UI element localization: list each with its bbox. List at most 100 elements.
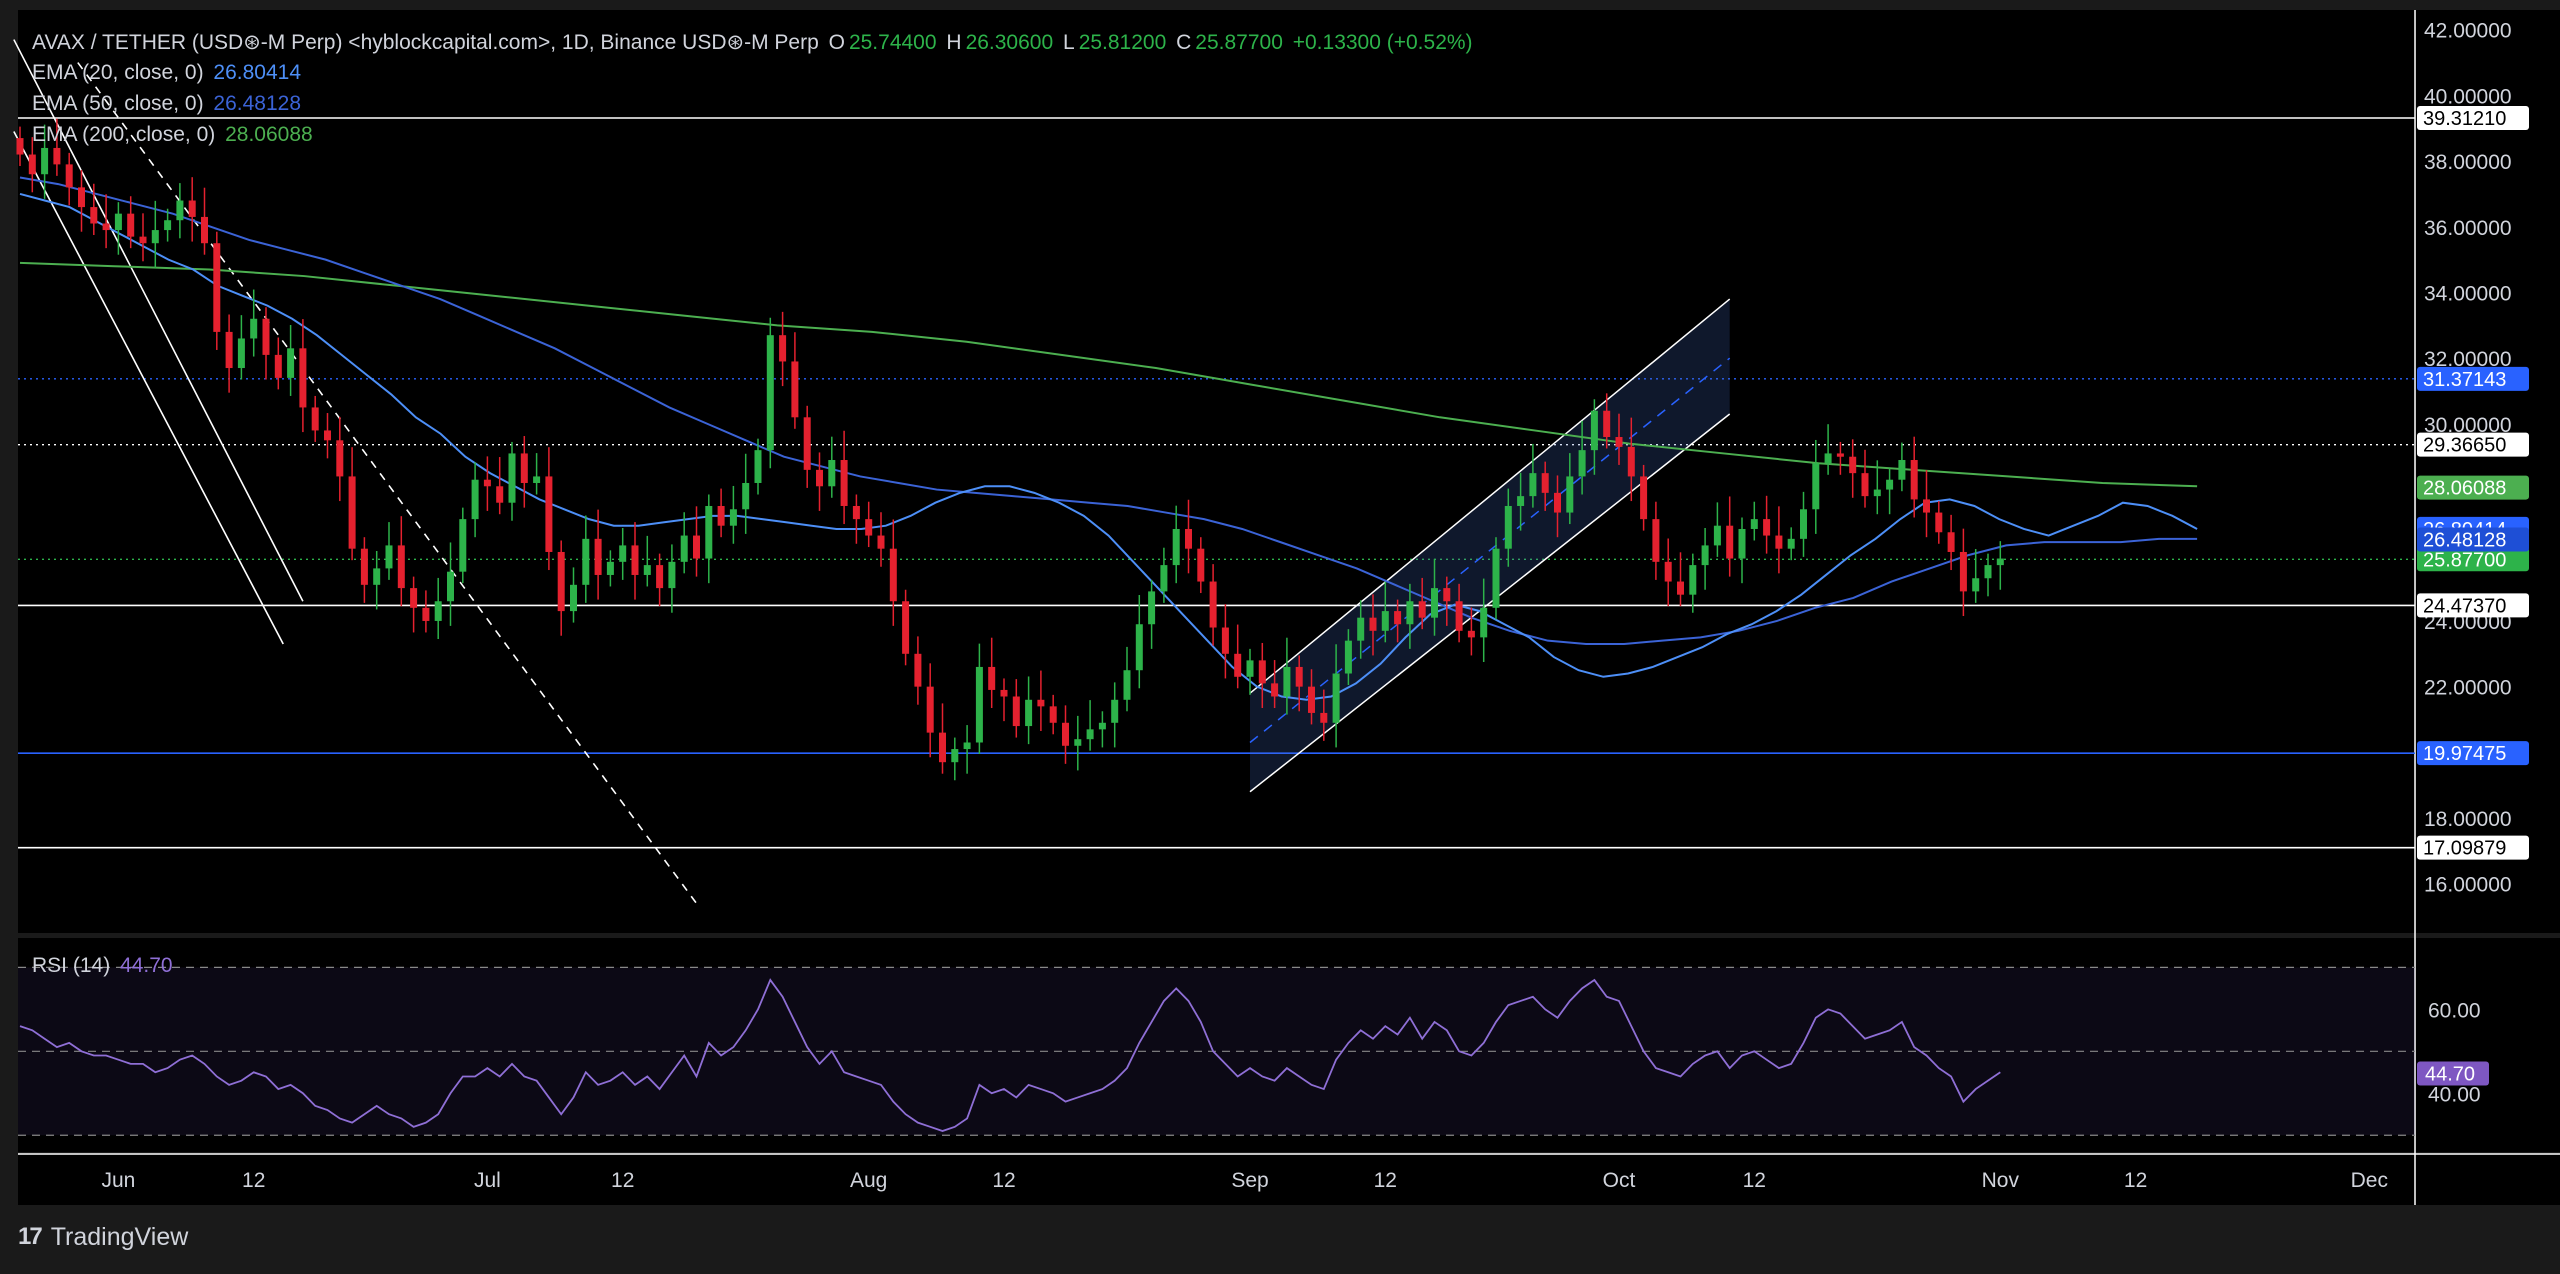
candle: [53, 147, 61, 165]
candle: [1111, 699, 1119, 723]
candle: [1996, 558, 2004, 566]
rsi-tick-label: 60.00: [2428, 999, 2481, 1022]
price-tag: [2417, 835, 2529, 860]
candle: [397, 545, 405, 589]
y-tick-label: 40.00000: [2424, 85, 2512, 108]
legend-rsi[interactable]: RSI (14) 44.70: [32, 954, 177, 978]
ohlc-change: +0.13300 (+0.52%): [1292, 31, 1473, 54]
x-tick-label: Dec: [2351, 1169, 2388, 1192]
candle: [1701, 545, 1709, 566]
legend-ema50-label: EMA (50, close, 0): [32, 92, 204, 115]
candle: [1295, 666, 1303, 687]
price-tag-label: 24.47370: [2423, 595, 2506, 617]
candle: [1664, 561, 1672, 582]
candle: [1590, 410, 1598, 451]
candle: [78, 187, 85, 208]
candle: [471, 479, 479, 520]
price-tag-label: 28.06088: [2423, 478, 2506, 500]
candle: [1935, 512, 1943, 533]
x-tick-label: 12: [1374, 1169, 1397, 1192]
candle: [1812, 463, 1820, 510]
x-tick-label: 12: [611, 1169, 634, 1192]
candle: [656, 565, 664, 589]
legend-ema200[interactable]: EMA (200, close, 0) 28.06088: [32, 123, 317, 147]
candle: [1849, 456, 1857, 474]
y-tick-label: 36.00000: [2424, 217, 2512, 240]
y-tick-label: 42.00000: [2424, 20, 2512, 43]
ema20-line: [19, 192, 2198, 701]
y-tick-label: 38.00000: [2424, 151, 2512, 174]
candle: [1160, 565, 1168, 592]
candle: [852, 505, 860, 520]
x-tick-label: Jun: [101, 1169, 135, 1192]
candle: [1209, 581, 1217, 628]
candle: [1271, 683, 1279, 697]
candle: [250, 318, 258, 339]
candle: [533, 476, 541, 483]
candle: [1787, 538, 1795, 549]
candle: [1258, 660, 1266, 684]
candle: [1504, 505, 1512, 549]
candle: [1775, 535, 1783, 549]
channel-lower: [1249, 413, 1731, 793]
candle: [1074, 739, 1082, 746]
candle: [582, 538, 590, 585]
candle: [28, 154, 36, 175]
candle: [1529, 473, 1537, 497]
candle: [631, 545, 639, 575]
candle: [324, 430, 331, 441]
candle: [1369, 617, 1377, 631]
candle: [311, 407, 319, 431]
candle: [1923, 499, 1930, 513]
candle: [1652, 519, 1660, 562]
candle: [65, 164, 73, 188]
candle: [1357, 617, 1365, 641]
candle: [717, 505, 725, 526]
candle: [1873, 489, 1881, 497]
candle: [1972, 578, 1980, 592]
candle: [385, 545, 393, 569]
ohlc-open: O 25.74400: [828, 31, 937, 54]
rsi-tick-label: 40.00: [2428, 1083, 2481, 1106]
candle: [127, 213, 135, 237]
x-tick-label: 12: [1743, 1169, 1766, 1192]
candle: [1000, 689, 1008, 697]
candle: [828, 460, 836, 487]
trendline-solid: [13, 131, 284, 645]
candle: [1726, 525, 1734, 559]
candle: [373, 568, 381, 585]
candle: [779, 335, 787, 362]
candle: [508, 453, 516, 503]
candle: [1197, 548, 1205, 582]
candle: [1443, 588, 1451, 602]
symbol-header: AVAX / TETHER (USD⊛-M Perp) <hyblockcapi…: [32, 30, 1477, 55]
legend-ema20[interactable]: EMA (20, close, 0) 26.80414: [32, 61, 305, 85]
channel-upper: [1249, 298, 1731, 694]
candle: [1123, 670, 1131, 700]
candle: [975, 666, 983, 743]
candle: [139, 236, 147, 244]
candle: [90, 207, 98, 224]
price-tag-label: 29.36650: [2423, 435, 2506, 457]
candle: [1320, 712, 1328, 723]
y-tick-label: 22.00000: [2424, 677, 2512, 700]
legend-ema50[interactable]: EMA (50, close, 0) 26.48128: [32, 92, 305, 116]
footer-branding[interactable]: 17 TradingView: [18, 1222, 188, 1252]
ohlc-high: H 26.30600: [946, 31, 1054, 54]
candle: [1824, 453, 1832, 464]
candle: [41, 147, 49, 175]
x-tick-label: Jul: [474, 1169, 501, 1192]
price-pane: [18, 10, 2415, 933]
price-tag-label: 25.87700: [2423, 549, 2506, 571]
candle: [114, 213, 122, 231]
ema200-line: [19, 261, 2198, 488]
price-tag: [2417, 741, 2529, 766]
rsi-tag: [2417, 1061, 2489, 1086]
candle: [619, 545, 627, 562]
x-tick-label: Aug: [850, 1169, 887, 1192]
price-tag: [2417, 527, 2529, 552]
candle: [668, 561, 676, 589]
legend-ema20-label: EMA (20, close, 0): [32, 61, 204, 84]
